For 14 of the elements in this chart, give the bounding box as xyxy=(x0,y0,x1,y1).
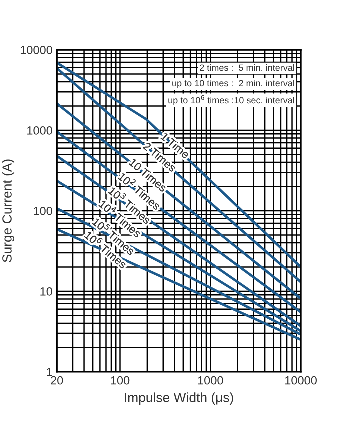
annotation: up to 10 times : 2 min. interval xyxy=(172,80,294,88)
x-axis-title: Impulse Width (μs) xyxy=(125,392,234,405)
y-tick-label: 1000 xyxy=(28,126,52,135)
x-tick-label: 100 xyxy=(111,376,130,385)
x-tick-label: 1000 xyxy=(198,376,224,385)
y-tick-label: 10 xyxy=(40,288,52,296)
y-tick-label: 100 xyxy=(34,207,52,216)
annotation: 2 times : 5 min. interval xyxy=(200,64,294,72)
annotation: up to 10$^{6}$ times :10 sec. interval xyxy=(168,95,294,106)
x-tick-label: 10000 xyxy=(286,376,317,385)
y-axis-title: Surge Current (A) xyxy=(2,160,15,262)
y-tick-label: 1 xyxy=(47,368,52,376)
y-tick-label: 10000 xyxy=(20,46,52,54)
x-tick-label: 20 xyxy=(51,376,64,385)
